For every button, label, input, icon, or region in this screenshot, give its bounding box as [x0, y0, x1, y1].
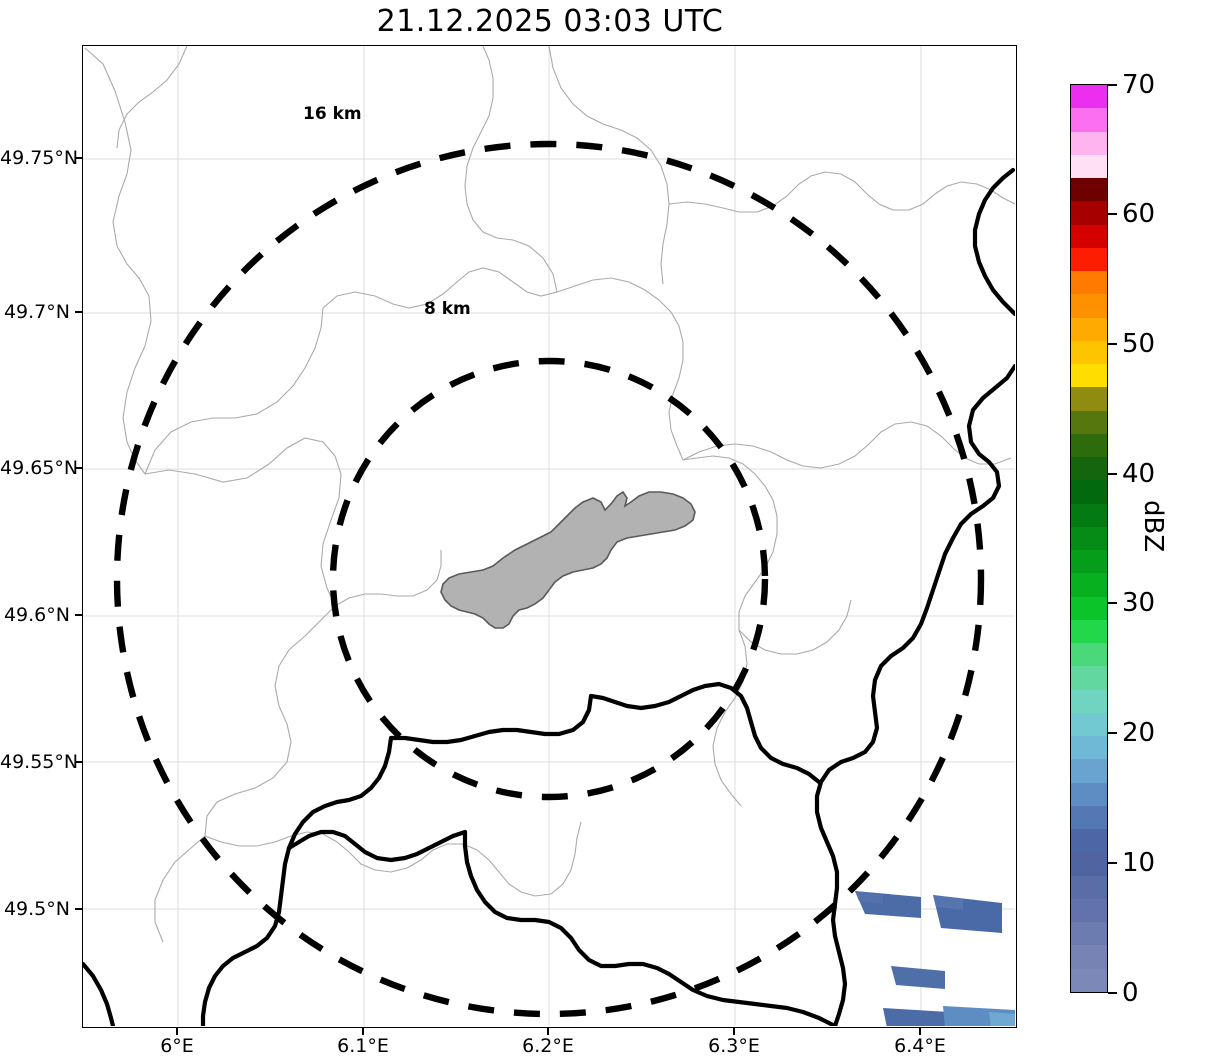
range-rings [113, 140, 985, 1018]
xtick-mark-1 [362, 1028, 364, 1035]
colorbar-band [1071, 526, 1107, 550]
colorbar-band [1071, 108, 1107, 132]
cbar-tick-3 [1108, 602, 1117, 604]
colorbar-band [1071, 945, 1107, 969]
colorbar-band [1071, 340, 1107, 364]
colorbar-band [1071, 480, 1107, 504]
colorbar-band [1071, 224, 1107, 248]
ytick-label-1: 49.55°N [0, 751, 79, 773]
cbar-tick-4 [1108, 473, 1117, 475]
colorbar-band [1071, 178, 1107, 202]
ytick-label-0: 49.5°N [3, 898, 70, 920]
range-ring-16km [113, 140, 985, 1018]
colorbar-band [1071, 85, 1107, 109]
ytick-label-3: 49.65°N [0, 457, 79, 479]
ytick-label-4: 49.7°N [3, 301, 70, 323]
colorbar-band [1071, 968, 1107, 992]
colorbar-band [1071, 154, 1107, 178]
colorbar-band [1071, 387, 1107, 411]
colorbar-band [1071, 410, 1107, 434]
cbar-label-1: 10 [1122, 848, 1156, 878]
colorbar-band [1071, 875, 1107, 899]
xtick-label-1: 6.1°E [337, 1035, 389, 1057]
colorbar-band [1071, 782, 1107, 806]
ytick-label-5: 49.75°N [0, 147, 79, 169]
colorbar-band [1071, 898, 1107, 922]
ytick-mark-5 [75, 157, 82, 159]
xtick-mark-3 [733, 1028, 735, 1035]
cbar-label-4: 40 [1122, 459, 1156, 489]
colorbar-band [1071, 573, 1107, 597]
cbar-tick-6 [1108, 213, 1117, 215]
ytick-mark-1 [75, 761, 82, 763]
cbar-label-2: 20 [1122, 718, 1156, 748]
grid-lines [83, 46, 1015, 1026]
xtick-label-0: 6°E [160, 1035, 194, 1057]
colorbar-axis-label: dBZ [1138, 500, 1168, 553]
colorbar-band [1071, 596, 1107, 620]
administrative-boundaries [84, 46, 1015, 943]
cbar-label-7: 70 [1122, 70, 1156, 100]
radar-echo-layer [855, 891, 1015, 1026]
colorbar-band [1071, 712, 1107, 736]
colorbar-band [1071, 271, 1107, 295]
xtick-label-2: 6.2°E [522, 1035, 574, 1057]
colorbar-band [1071, 759, 1107, 783]
colorbar-band [1071, 317, 1107, 341]
cbar-label-5: 50 [1122, 329, 1156, 359]
cbar-tick-0 [1108, 992, 1117, 994]
cbar-tick-2 [1108, 732, 1117, 734]
xtick-mark-4 [919, 1028, 921, 1035]
colorbar-band [1071, 457, 1107, 481]
colorbar-band [1071, 433, 1107, 457]
colorbar-band [1071, 852, 1107, 876]
ytick-label-2: 49.6°N [3, 604, 70, 626]
national-borders [83, 167, 1015, 1026]
cbar-label-0: 0 [1122, 978, 1139, 1008]
ytick-mark-3 [75, 467, 82, 469]
colorbar-band [1071, 922, 1107, 946]
colorbar-band [1071, 201, 1107, 225]
colorbar-band [1071, 643, 1107, 667]
colorbar-band [1071, 736, 1107, 760]
cbar-tick-7 [1108, 84, 1117, 86]
cbar-tick-1 [1108, 862, 1117, 864]
colorbar-band [1071, 805, 1107, 829]
xtick-mark-2 [547, 1028, 549, 1035]
xtick-mark-0 [176, 1028, 178, 1035]
range-ring-label-16km: 16 km [303, 104, 362, 124]
cbar-tick-5 [1108, 343, 1117, 345]
colorbar-band [1071, 364, 1107, 388]
range-ring-8km [329, 357, 769, 801]
colorbar-band [1071, 294, 1107, 318]
colorbar [1070, 84, 1108, 993]
city-polygon [440, 490, 696, 629]
cbar-label-3: 30 [1122, 588, 1156, 618]
xtick-label-4: 6.4°E [894, 1035, 946, 1057]
colorbar-band [1071, 689, 1107, 713]
cbar-label-6: 60 [1122, 199, 1156, 229]
xtick-label-3: 6.3°E [708, 1035, 760, 1057]
ytick-mark-4 [75, 311, 82, 313]
map-axes: 16 km 8 km [82, 45, 1017, 1028]
page-title: 21.12.2025 03:03 UTC [376, 4, 724, 39]
ytick-mark-2 [75, 614, 82, 616]
map-canvas [83, 46, 1015, 1026]
colorbar-band [1071, 131, 1107, 155]
colorbar-band [1071, 829, 1107, 853]
colorbar-band [1071, 503, 1107, 527]
colorbar-band [1071, 550, 1107, 574]
colorbar-band [1071, 619, 1107, 643]
range-ring-label-8km: 8 km [424, 299, 471, 319]
colorbar-band [1071, 247, 1107, 271]
colorbar-band [1071, 666, 1107, 690]
ytick-mark-0 [75, 908, 82, 910]
